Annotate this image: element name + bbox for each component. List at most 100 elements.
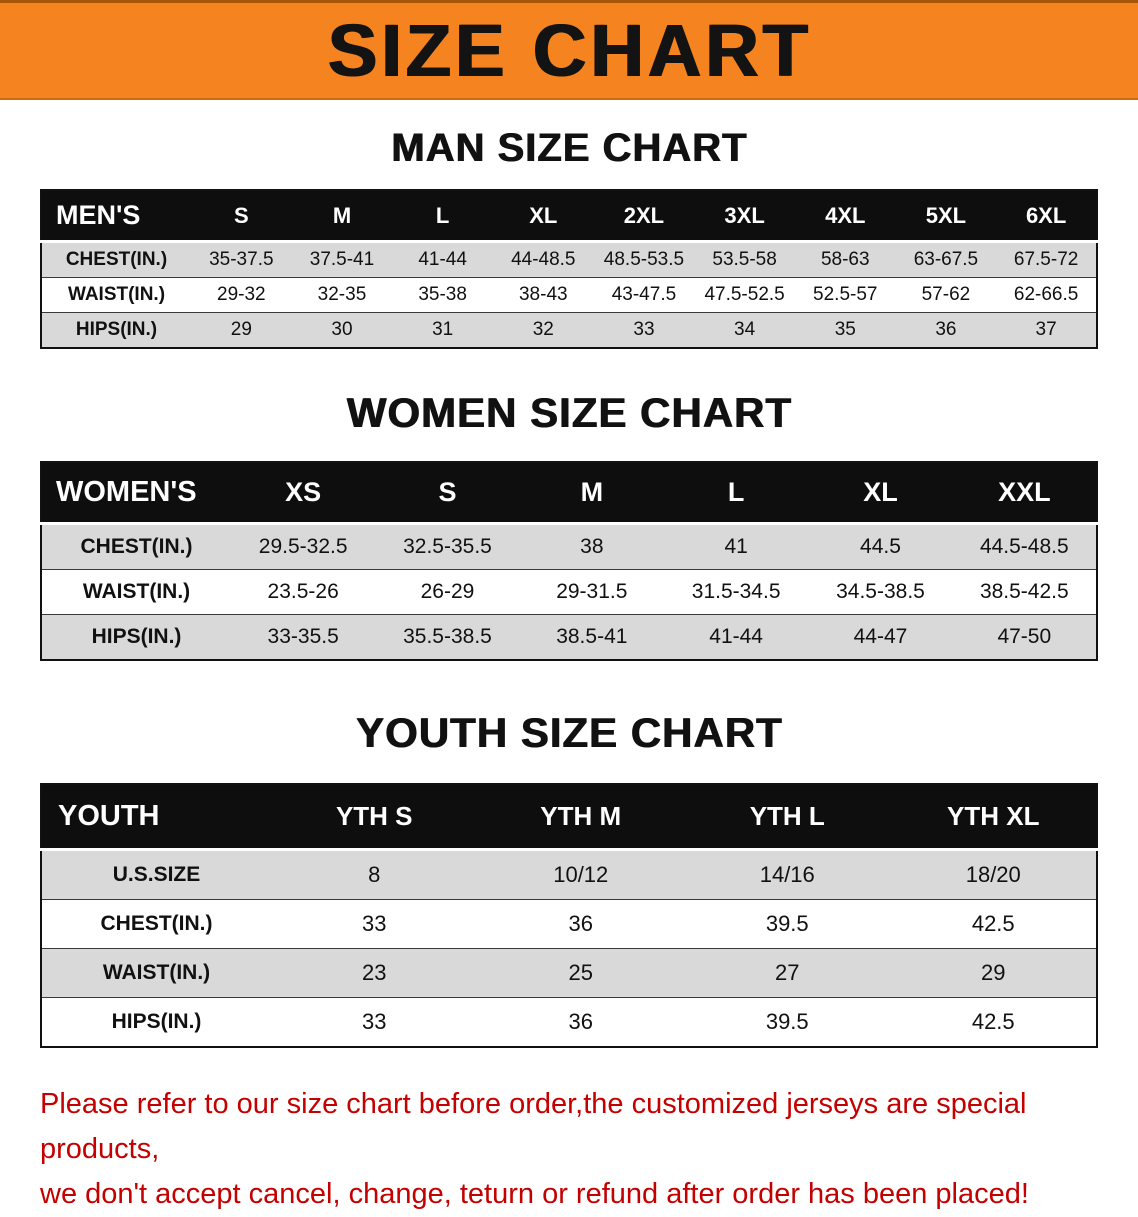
column-header: YTH XL: [890, 784, 1097, 851]
cell: 39.5: [684, 899, 891, 949]
cell: 18/20: [890, 849, 1097, 900]
cell: 58-63: [794, 241, 896, 278]
column-header: YTH L: [684, 784, 891, 851]
cell: 14/16: [684, 849, 891, 900]
row-label: HIPS(IN.): [41, 312, 191, 348]
cell: 34: [694, 312, 795, 348]
column-header: XS: [231, 462, 376, 525]
men-table-header-row: MEN'S S M L XL 2XL 3XL 4XL 5XL 6XL: [41, 190, 1097, 243]
cell: 34.5-38.5: [808, 569, 953, 615]
cell: 48.5-53.5: [593, 241, 695, 278]
cell: 41-44: [392, 241, 493, 278]
youth-table-header-row: YOUTH YTH S YTH M YTH L YTH XL: [41, 784, 1097, 851]
table-row: WAIST(IN.) 29-32 32-35 35-38 38-43 43-47…: [41, 277, 1097, 313]
cell: 23.5-26: [231, 569, 376, 615]
cell: 29-32: [191, 277, 292, 313]
column-header: 6XL: [996, 190, 1097, 243]
table-row: HIPS(IN.) 33 36 39.5 42.5: [41, 997, 1097, 1047]
table-row: WAIST(IN.) 23.5-26 26-29 29-31.5 31.5-34…: [41, 569, 1097, 615]
cell: 38.5-41: [519, 614, 664, 660]
cell: 41-44: [663, 614, 809, 660]
page-title: SIZE CHART: [327, 8, 811, 92]
cell: 38-43: [492, 277, 594, 313]
column-header: L: [392, 190, 493, 243]
column-header: YTH S: [271, 784, 478, 851]
cell: 32: [492, 312, 594, 348]
cell: 35-37.5: [191, 241, 292, 278]
column-header: XXL: [952, 462, 1097, 525]
table-row: CHEST(IN.) 35-37.5 37.5-41 41-44 44-48.5…: [41, 241, 1097, 278]
cell: 29-31.5: [519, 569, 664, 615]
column-header: XL: [808, 462, 953, 525]
cell: 36: [477, 899, 684, 949]
cell: 44.5-48.5: [952, 523, 1097, 570]
youth-table-title: YOUTH: [41, 784, 271, 851]
men-size-table: MEN'S S M L XL 2XL 3XL 4XL 5XL 6XL CHEST…: [40, 189, 1098, 349]
cell: 35: [794, 312, 896, 348]
cell: 29: [890, 948, 1097, 998]
men-section: MAN SIZE CHART MEN'S S M L XL 2XL 3XL 4X…: [0, 126, 1138, 349]
column-header: M: [519, 462, 664, 525]
row-label: WAIST(IN.): [41, 569, 231, 615]
disclaimer-line-2: we don't accept cancel, change, teturn o…: [40, 1177, 1029, 1210]
cell: 53.5-58: [694, 241, 795, 278]
cell: 25: [477, 948, 684, 998]
cell: 33-35.5: [231, 614, 376, 660]
women-table-header-row: WOMEN'S XS S M L XL XXL: [41, 462, 1097, 525]
cell: 33: [271, 899, 478, 949]
cell: 39.5: [684, 997, 891, 1047]
column-header: 4XL: [794, 190, 896, 243]
cell: 38: [519, 523, 664, 570]
cell: 36: [895, 312, 997, 348]
column-header: S: [191, 190, 292, 243]
table-row: CHEST(IN.) 33 36 39.5 42.5: [41, 899, 1097, 949]
cell: 32-35: [291, 277, 393, 313]
cell: 31: [392, 312, 493, 348]
cell: 36: [477, 997, 684, 1047]
row-label: HIPS(IN.): [41, 614, 231, 660]
cell: 63-67.5: [895, 241, 997, 278]
cell: 37: [996, 312, 1097, 348]
cell: 26-29: [375, 569, 520, 615]
cell: 27: [684, 948, 891, 998]
cell: 52.5-57: [794, 277, 896, 313]
column-header: L: [663, 462, 809, 525]
row-label: CHEST(IN.): [41, 899, 271, 949]
disclaimer-line-1: Please refer to our size chart before or…: [40, 1088, 1027, 1165]
cell: 32.5-35.5: [375, 523, 520, 570]
cell: 10/12: [477, 849, 684, 900]
cell: 33: [593, 312, 695, 348]
cell: 57-62: [895, 277, 997, 313]
table-row: CHEST(IN.) 29.5-32.5 32.5-35.5 38 41 44.…: [41, 523, 1097, 570]
men-table-title: MEN'S: [41, 190, 191, 243]
cell: 47.5-52.5: [694, 277, 795, 313]
cell: 23: [271, 948, 478, 998]
column-header: M: [291, 190, 393, 243]
women-section: WOMEN SIZE CHART WOMEN'S XS S M L XL XXL…: [0, 389, 1138, 661]
column-header: 5XL: [895, 190, 997, 243]
women-size-table: WOMEN'S XS S M L XL XXL CHEST(IN.) 29.5-…: [40, 461, 1098, 661]
cell: 38.5-42.5: [952, 569, 1097, 615]
women-table-title: WOMEN'S: [41, 462, 231, 525]
cell: 35-38: [392, 277, 493, 313]
row-label: WAIST(IN.): [41, 948, 271, 998]
disclaimer: Please refer to our size chart before or…: [40, 1082, 1100, 1217]
row-label: U.S.SIZE: [41, 849, 271, 900]
cell: 41: [663, 523, 809, 570]
cell: 37.5-41: [291, 241, 393, 278]
cell: 62-66.5: [996, 277, 1097, 313]
column-header: XL: [492, 190, 594, 243]
cell: 29: [191, 312, 292, 348]
cell: 33: [271, 997, 478, 1047]
cell: 8: [271, 849, 478, 900]
cell: 42.5: [890, 997, 1097, 1047]
column-header: 2XL: [593, 190, 695, 243]
cell: 44-47: [808, 614, 953, 660]
cell: 44.5: [808, 523, 953, 570]
row-label: HIPS(IN.): [41, 997, 271, 1047]
cell: 67.5-72: [996, 241, 1097, 278]
table-row: HIPS(IN.) 29 30 31 32 33 34 35 36 37: [41, 312, 1097, 348]
cell: 30: [291, 312, 393, 348]
column-header: S: [375, 462, 520, 525]
